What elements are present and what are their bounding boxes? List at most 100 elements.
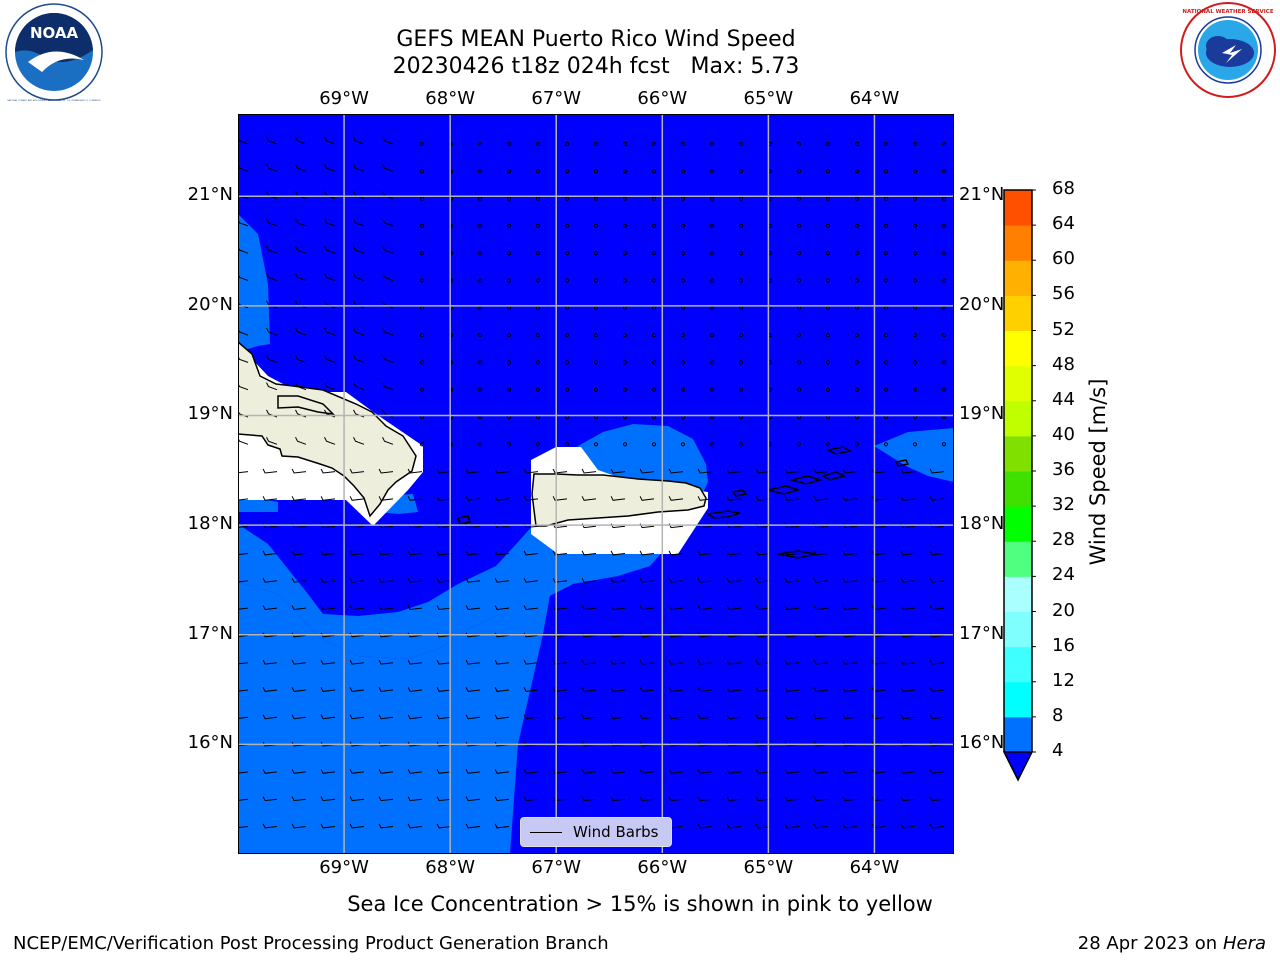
wind-barb xyxy=(382,436,394,445)
wind-barb xyxy=(738,223,744,229)
wind-barb xyxy=(353,300,365,309)
wind-barb xyxy=(639,796,655,802)
wind-barb xyxy=(755,550,771,556)
wind-barb xyxy=(262,769,278,774)
wind-barb xyxy=(477,333,483,338)
colorbar-tick-label: 24 xyxy=(1052,564,1075,586)
wind-barb xyxy=(506,169,512,174)
wind-barb xyxy=(709,196,715,201)
wind-barb xyxy=(494,577,510,583)
wind-barb xyxy=(755,577,771,583)
wind-barb xyxy=(523,468,539,474)
wind-barb xyxy=(929,468,945,474)
wind-barb xyxy=(523,714,539,720)
wind-barb xyxy=(854,333,860,338)
noaa-logo-text: NOAA xyxy=(30,24,79,42)
wind-barb xyxy=(266,218,278,227)
wind-barb xyxy=(813,605,829,611)
wind-barb xyxy=(825,169,831,174)
wind-barb xyxy=(796,387,802,392)
wind-barb xyxy=(295,327,307,336)
wind-barb xyxy=(465,577,481,583)
wind-barb xyxy=(552,468,568,474)
wind-barb xyxy=(842,796,858,802)
wind-barb xyxy=(842,714,858,720)
wind-barb xyxy=(320,605,336,611)
wind-barb xyxy=(465,687,481,692)
wind-barb xyxy=(349,550,365,556)
wind-barb xyxy=(535,278,541,283)
footer-producer: NCEP/EMC/Verification Post Processing Pr… xyxy=(13,933,609,954)
wind-barb xyxy=(854,360,860,365)
wind-barb xyxy=(912,196,918,201)
wind-barb xyxy=(726,496,742,501)
wind-barb xyxy=(407,823,423,829)
wind-barb xyxy=(552,796,568,802)
wind-barb xyxy=(506,196,512,201)
wind-barb xyxy=(755,605,771,611)
anguilla xyxy=(894,459,910,467)
wind-barb xyxy=(680,360,686,365)
wind-barb xyxy=(651,333,657,338)
wind-barb xyxy=(784,496,800,501)
wind-barb xyxy=(912,333,918,338)
wind-barb xyxy=(668,496,684,501)
colorbar-tick-label: 68 xyxy=(1052,178,1075,199)
wind-barb xyxy=(581,550,597,556)
wind-barb xyxy=(494,550,510,556)
vieques xyxy=(705,510,741,519)
wind-barb xyxy=(796,223,802,229)
wind-barb xyxy=(552,714,568,720)
wind-barb xyxy=(813,659,829,665)
wind-barb xyxy=(291,687,307,692)
wind-barb xyxy=(238,498,249,501)
wind-barb xyxy=(407,496,423,501)
wind-barb xyxy=(738,360,744,365)
wind-barb xyxy=(854,278,860,283)
wind-barb xyxy=(784,550,800,556)
wind-barb xyxy=(552,605,568,611)
wind-barb xyxy=(651,360,657,365)
wind-barb xyxy=(813,714,829,720)
wind-barb xyxy=(929,769,945,774)
wind-barb xyxy=(266,300,278,309)
wind-barb xyxy=(523,769,539,774)
wind-barb xyxy=(564,442,570,447)
wind-barb xyxy=(854,141,860,147)
wind-barb xyxy=(697,687,713,692)
wind-barb xyxy=(506,333,512,338)
wind-barb xyxy=(912,223,918,229)
wind-barb xyxy=(419,169,425,174)
wind-barb xyxy=(668,796,684,802)
wind-barb xyxy=(668,550,684,556)
wind-barb xyxy=(564,387,570,392)
wind-barb xyxy=(238,553,249,556)
virgin-islands-1 xyxy=(767,485,801,495)
wind-barb xyxy=(697,714,713,720)
colorbar-bin xyxy=(1004,506,1032,542)
wind-barb xyxy=(535,360,541,365)
wind-barb xyxy=(709,169,715,174)
wind-barb xyxy=(581,714,597,720)
wind-barb xyxy=(266,136,278,145)
wind-barb xyxy=(622,141,628,147)
wind-barb xyxy=(738,251,744,256)
wind-barb xyxy=(680,141,686,147)
wind-barb xyxy=(353,136,365,145)
graticule xyxy=(238,114,954,854)
wind-barb xyxy=(883,223,889,229)
wind-barb xyxy=(912,387,918,392)
wind-barb xyxy=(813,496,829,501)
wind-barb xyxy=(796,278,802,283)
legend-label: Wind Barbs xyxy=(573,823,659,841)
wind-barb xyxy=(912,442,918,447)
tick-label: 64°W xyxy=(849,857,900,878)
noaa-logo: NOAA NATIONAL OCEANIC AND ATMOSPHERIC AD… xyxy=(5,3,103,102)
tick-label: 69°W xyxy=(319,857,369,878)
wind-barb xyxy=(320,468,336,474)
wind-barb xyxy=(238,471,249,474)
colorbar-tick-label: 28 xyxy=(1052,529,1075,551)
wind-barb xyxy=(295,273,307,281)
wind-barb xyxy=(349,468,365,474)
wind-barb xyxy=(320,687,336,692)
